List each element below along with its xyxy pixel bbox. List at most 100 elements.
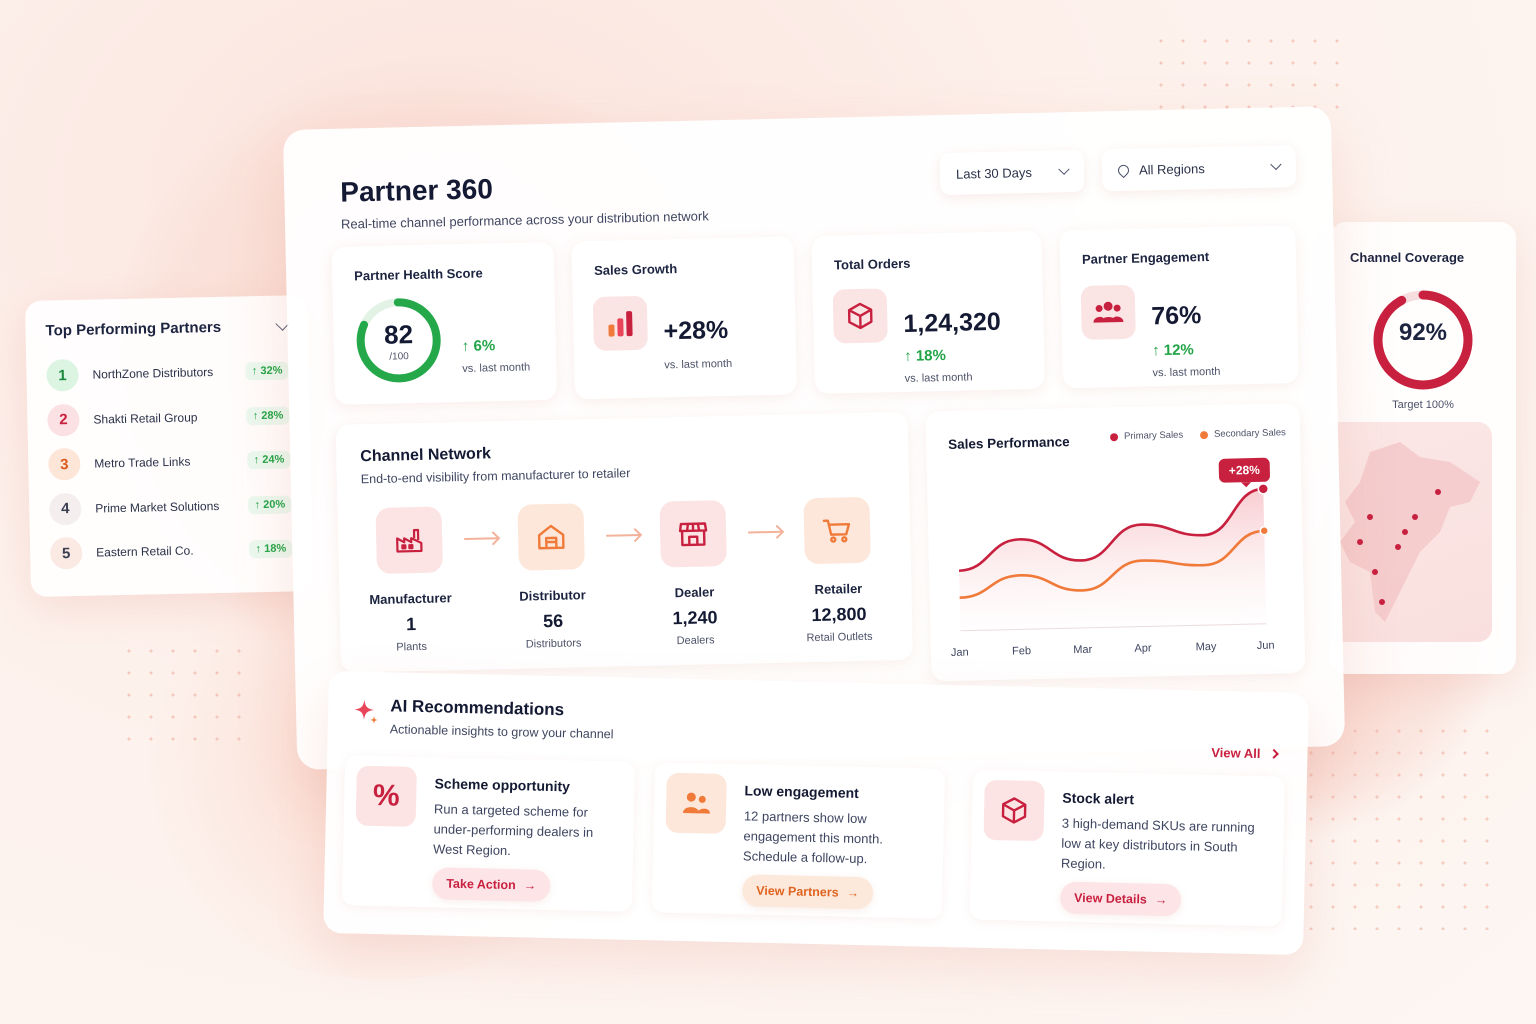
partner-row[interactable]: 4 Prime Market Solutions ↑ 20% xyxy=(48,482,292,532)
partner-growth: ↑ 20% xyxy=(248,495,292,515)
recommendation-card[interactable]: Stock alert 3 high-demand SKUs are runni… xyxy=(969,769,1285,927)
coverage-gauge: 92% xyxy=(1368,285,1478,395)
region-select[interactable]: All Regions xyxy=(1101,145,1297,192)
arrow-right-icon xyxy=(748,530,783,534)
kpi-partner-engagement[interactable]: Partner Engagement 76% ↑ 12% vs. last mo… xyxy=(1059,225,1299,389)
x-tick-label: May xyxy=(1195,640,1217,654)
partner-row[interactable]: 2 Shakti Retail Group ↑ 28% xyxy=(47,393,290,443)
view-details-button[interactable]: View Details → xyxy=(1059,881,1182,917)
rank-badge: 1 xyxy=(46,359,79,392)
series-endpoint-1 xyxy=(1259,526,1269,536)
page-title: Partner 360 xyxy=(339,173,494,208)
box-icon xyxy=(983,779,1045,842)
arrow-right-icon: → xyxy=(523,878,537,893)
rank-badge: 3 xyxy=(48,448,81,481)
arrow-right-icon: → xyxy=(1154,892,1168,907)
partner-name: Eastern Retail Co. xyxy=(96,543,194,560)
india-map xyxy=(1330,422,1492,642)
arrow-right-icon: → xyxy=(846,885,860,900)
recommendation-desc: Run a targeted scheme for under-performi… xyxy=(432,801,594,859)
engagement-change: ↑ 12% xyxy=(1151,341,1194,360)
node-label: Distributor xyxy=(519,587,586,604)
node-label: Retailer xyxy=(814,580,863,598)
node-unit: Dealers xyxy=(676,634,715,648)
button-label: Take Action xyxy=(446,876,516,893)
rank-badge: 2 xyxy=(47,403,80,437)
users-icon xyxy=(1080,284,1136,340)
x-tick-label: Apr xyxy=(1134,642,1152,655)
node-unit: Plants xyxy=(396,640,428,654)
coverage-target: Target 100% xyxy=(1392,399,1454,411)
node-value: 1 xyxy=(405,614,417,635)
partner-name: Prime Market Solutions xyxy=(95,498,220,516)
recommendation-title: Stock alert xyxy=(1062,789,1135,808)
partner-growth: ↑ 24% xyxy=(247,450,291,470)
chevron-right-icon xyxy=(1269,748,1279,759)
button-label: View Details xyxy=(1073,890,1148,907)
recommendations-title: AI Recommendations xyxy=(390,696,565,720)
kpi-partner-health[interactable]: Partner Health Score 82 /100 ↑ 6% vs. la… xyxy=(331,241,558,405)
health-score-ring: 82 /100 xyxy=(353,294,445,386)
partner-name: Metro Trade Links xyxy=(94,454,191,471)
x-tick-label: Feb xyxy=(1011,645,1032,658)
recommendation-title: Scheme opportunity xyxy=(434,775,571,795)
sales-performance-card: Sales Performance Primary Sales Secondar… xyxy=(925,402,1306,682)
kpi-title: Total Orders xyxy=(833,255,911,273)
health-change: ↑ 6% xyxy=(461,337,496,355)
bar-chart-icon xyxy=(592,295,648,351)
node-unit: Distributors xyxy=(525,637,582,651)
network-node-manufacturer[interactable]: Manufacturer 1 Plants xyxy=(353,506,466,654)
total-orders-value: 1,24,320 xyxy=(903,307,1002,338)
rank-badge: 4 xyxy=(48,492,82,526)
view-all-label: View All xyxy=(1211,744,1261,762)
button-label: View Partners xyxy=(756,883,839,900)
x-tick-label: Jun xyxy=(1256,639,1275,653)
series-endpoint-0 xyxy=(1257,483,1270,495)
kpi-title: Partner Health Score xyxy=(354,265,483,284)
partner-growth: ↑ 32% xyxy=(245,361,289,381)
factory-icon xyxy=(375,506,443,574)
top-partners-panel: Top Performing Partners 1 NorthZone Dist… xyxy=(24,295,314,597)
engagement-note: vs. last month xyxy=(1152,365,1221,380)
ai-recommendations-card: AI Recommendations Actionable insights t… xyxy=(323,670,1309,956)
partner-name: Shakti Retail Group xyxy=(93,410,198,427)
arrow-right-icon xyxy=(464,537,499,540)
engagement-value: 76% xyxy=(1151,301,1202,331)
node-value: 1,240 xyxy=(672,607,718,629)
recommendation-card[interactable]: % Scheme opportunity Run a targeted sche… xyxy=(341,755,636,912)
sparkle-icon xyxy=(354,699,378,724)
take-action-button[interactable]: Take Action → xyxy=(431,867,551,902)
view-partners-button[interactable]: View Partners → xyxy=(741,874,874,910)
page-subtitle: Real-time channel performance across you… xyxy=(340,208,709,232)
network-node-retailer[interactable]: Retailer 12,800 Retail Outlets xyxy=(781,496,894,644)
orders-change: ↑ 18% xyxy=(903,346,947,365)
channel-network-subtitle: End-to-end visibility from manufacturer … xyxy=(360,466,631,487)
partner-growth: ↑ 18% xyxy=(249,539,293,559)
channel-network-card: Channel Network End-to-end visibility fr… xyxy=(335,411,914,673)
kpi-title: Sales Growth xyxy=(593,261,678,278)
health-score-denominator: /100 xyxy=(389,351,409,363)
channel-coverage-title: Channel Coverage xyxy=(1350,250,1465,265)
coverage-arc xyxy=(1373,290,1473,390)
users-icon xyxy=(665,772,727,834)
region-value: All Regions xyxy=(1138,160,1205,178)
recommendation-card[interactable]: Low engagement 12 partners show low enga… xyxy=(651,762,946,919)
view-all-link[interactable]: View All xyxy=(1211,744,1279,762)
location-pin-icon xyxy=(1115,162,1132,178)
recommendations-subtitle: Actionable insights to grow your channel xyxy=(389,722,614,742)
partner-row[interactable]: 1 NorthZone Distributors ↑ 32% xyxy=(46,348,289,398)
node-label: Dealer xyxy=(674,584,715,601)
network-node-distributor[interactable]: Distributor 56 Distributors xyxy=(495,503,608,651)
recommendation-desc: 3 high-demand SKUs are running low at ke… xyxy=(1060,815,1255,872)
channel-coverage-panel: Channel Coverage 92% Target 100% xyxy=(1330,222,1516,674)
network-node-dealer[interactable]: Dealer 1,240 Dealers xyxy=(637,500,750,648)
box-icon xyxy=(832,288,888,344)
date-range-select[interactable]: Last 30 Days xyxy=(939,149,1085,196)
partner-row[interactable]: 5 Eastern Retail Co. ↑ 18% xyxy=(49,526,293,576)
dashboard-main-card: Partner 360 Real-time channel performanc… xyxy=(282,106,1346,770)
kpi-total-orders[interactable]: Total Orders 1,24,320 ↑ 18% vs. last mon… xyxy=(811,230,1045,394)
kpi-sales-growth[interactable]: Sales Growth +28% vs. last month xyxy=(571,236,798,400)
partner-row[interactable]: 3 Metro Trade Links ↑ 24% xyxy=(48,437,291,487)
series-line-1 xyxy=(959,529,1265,600)
recommendation-desc: 12 partners show low engagement this mon… xyxy=(742,808,884,867)
